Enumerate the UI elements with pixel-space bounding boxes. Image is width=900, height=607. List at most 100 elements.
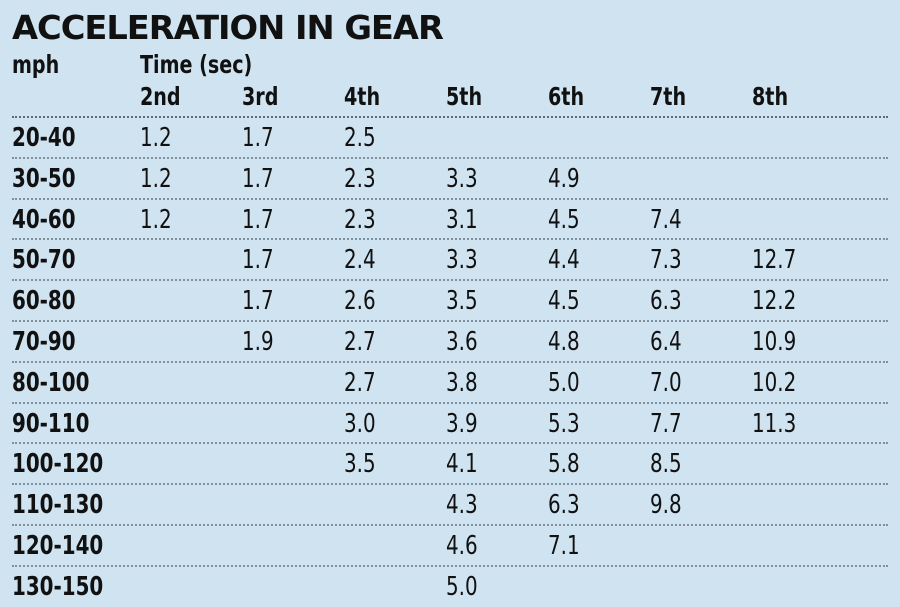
time-cell: 6.3 — [548, 490, 580, 521]
mph-header: mph — [12, 50, 60, 79]
time-cell — [344, 567, 446, 606]
time-cell: 3.6 — [446, 326, 478, 357]
time-cell: 1.2 — [140, 163, 172, 194]
time-cell: 1.9 — [242, 326, 274, 357]
time-cell — [650, 118, 752, 157]
time-cell: 11.3 — [752, 408, 797, 439]
time-cell: 2.3 — [344, 204, 376, 235]
time-cell — [752, 485, 854, 524]
time-cell: 7.3 — [650, 245, 682, 276]
header-row-top: mph Time (sec) — [12, 50, 888, 80]
speed-range-cell: 30-50 — [12, 163, 76, 194]
gear-header: 8th — [752, 82, 789, 111]
time-cell: 6.3 — [650, 286, 682, 317]
time-cell: 9.8 — [650, 490, 682, 521]
speed-range-cell: 50-70 — [12, 245, 76, 276]
time-cell — [752, 526, 854, 565]
time-cell: 3.0 — [344, 408, 376, 439]
time-cell — [242, 404, 344, 443]
gear-header: 4th — [344, 82, 381, 111]
table-row: 60-80 1.7 2.6 3.5 4.5 6.3 12.2 — [12, 281, 888, 322]
time-cell: 4.8 — [548, 326, 580, 357]
time-cell: 1.7 — [242, 163, 274, 194]
time-cell: 1.7 — [242, 123, 274, 153]
time-cell: 4.5 — [548, 286, 580, 317]
time-cell: 3.8 — [446, 367, 478, 398]
time-cell: 2.4 — [344, 245, 376, 276]
table-row: 100-120 3.5 4.1 5.8 8.5 — [12, 444, 888, 486]
time-cell: 2.7 — [344, 326, 376, 357]
speed-range-cell: 40-60 — [12, 204, 76, 235]
table-row: 120-140 4.6 7.1 — [12, 526, 888, 567]
time-cell: 8.5 — [650, 449, 682, 480]
time-cell: 7.1 — [548, 530, 580, 561]
time-cell — [140, 404, 242, 443]
speed-range-cell: 110-130 — [12, 490, 104, 521]
table-row: 40-60 1.2 1.7 2.3 3.1 4.5 7.4 — [12, 200, 888, 241]
time-cell: 4.9 — [548, 163, 580, 194]
acceleration-table: ACCELERATION IN GEAR mph Time (sec) 2nd … — [12, 10, 888, 606]
time-cell — [242, 485, 344, 524]
time-cell — [344, 526, 446, 565]
table-row: 50-70 1.7 2.4 3.3 4.4 7.3 12.7 — [12, 240, 888, 282]
table-row: 20-40 1.2 1.7 2.5 — [12, 118, 888, 159]
gear-header: 7th — [650, 82, 687, 111]
time-cell: 3.3 — [446, 245, 478, 276]
table-title: ACCELERATION IN GEAR — [12, 8, 444, 47]
time-cell: 3.5 — [344, 449, 376, 480]
time-cell: 2.7 — [344, 367, 376, 398]
time-cell: 6.4 — [650, 326, 682, 357]
table-row: 70-90 1.9 2.7 3.6 4.8 6.4 10.9 — [12, 322, 888, 363]
time-cell — [140, 485, 242, 524]
time-cell: 2.5 — [344, 123, 376, 153]
time-cell — [140, 444, 242, 483]
table-row: 30-50 1.2 1.7 2.3 3.3 4.9 — [12, 159, 888, 200]
time-cell: 3.5 — [446, 286, 478, 317]
time-cell — [140, 567, 242, 606]
time-cell: 3.9 — [446, 408, 478, 439]
time-cell — [548, 118, 650, 157]
time-cell: 2.3 — [344, 163, 376, 194]
time-cell — [650, 159, 752, 198]
time-cell — [140, 322, 242, 361]
time-cell: 7.0 — [650, 367, 682, 398]
time-cell — [752, 567, 854, 606]
time-cell — [140, 526, 242, 565]
time-header: Time (sec) — [140, 50, 253, 79]
table-body: 20-40 1.2 1.7 2.5 30-50 1.2 1.7 2.3 3.3 4.9 40-60 1… — [12, 118, 888, 606]
time-cell: 1.2 — [140, 204, 172, 235]
time-cell: 4.4 — [548, 245, 580, 276]
time-cell: 12.7 — [752, 245, 797, 276]
time-cell: 1.7 — [242, 245, 274, 276]
time-cell: 4.5 — [548, 204, 580, 235]
time-cell: 5.0 — [548, 367, 580, 398]
speed-range-cell: 60-80 — [12, 286, 76, 317]
time-cell: 5.8 — [548, 449, 580, 480]
speed-range-cell: 130-150 — [12, 571, 104, 602]
time-cell — [140, 281, 242, 320]
gear-header-row: 2nd 3rd 4th 5th 6th 7th 8th — [12, 80, 888, 118]
speed-range-cell: 20-40 — [12, 123, 76, 153]
time-cell: 4.1 — [446, 449, 478, 480]
time-cell: 7.7 — [650, 408, 682, 439]
time-cell — [752, 118, 854, 157]
time-cell: 7.4 — [650, 204, 682, 235]
gear-header: 5th — [446, 82, 483, 111]
time-cell — [140, 240, 242, 279]
gear-header: 6th — [548, 82, 585, 111]
time-cell — [752, 200, 854, 239]
time-cell: 12.2 — [752, 286, 797, 317]
time-cell: 4.6 — [446, 530, 478, 561]
time-cell — [548, 567, 650, 606]
time-cell: 2.6 — [344, 286, 376, 317]
table-row: 130-150 5.0 — [12, 567, 888, 606]
time-cell: 3.1 — [446, 204, 478, 235]
speed-range-cell: 90-110 — [12, 408, 90, 439]
speed-range-cell: 70-90 — [12, 326, 76, 357]
time-cell — [242, 567, 344, 606]
time-cell — [242, 363, 344, 402]
time-cell: 1.7 — [242, 204, 274, 235]
time-cell — [344, 485, 446, 524]
time-cell — [650, 567, 752, 606]
table-row: 80-100 2.7 3.8 5.0 7.0 10.2 — [12, 363, 888, 404]
